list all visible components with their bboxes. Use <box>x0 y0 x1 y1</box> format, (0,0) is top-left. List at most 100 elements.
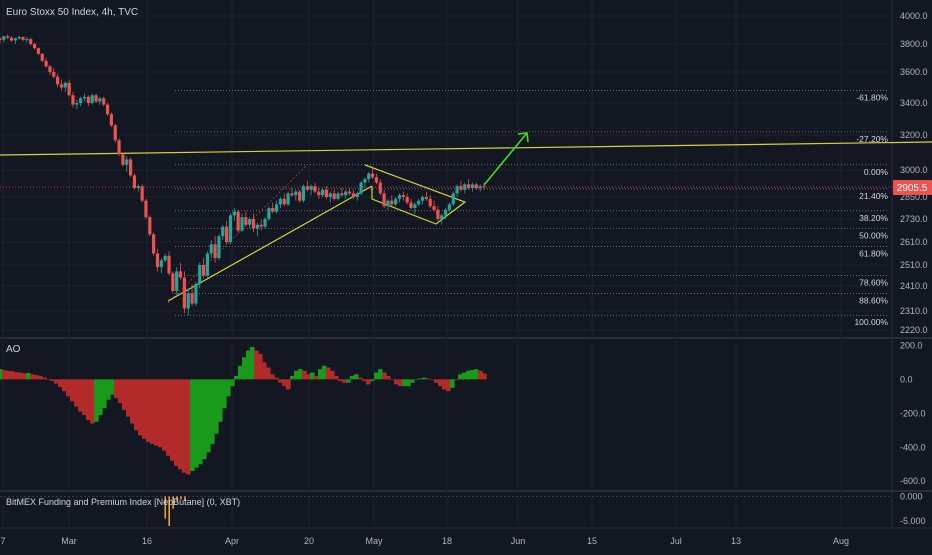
candle[interactable] <box>0 37 2 44</box>
candle[interactable] <box>409 198 413 210</box>
candle[interactable] <box>386 198 390 210</box>
candle[interactable] <box>401 191 405 201</box>
candle[interactable] <box>309 184 313 196</box>
candle[interactable] <box>232 208 236 221</box>
candle[interactable] <box>344 189 348 199</box>
candle[interactable] <box>98 96 102 105</box>
candle[interactable] <box>459 180 463 192</box>
candle[interactable] <box>125 156 129 172</box>
awesome-oscillator[interactable] <box>0 347 487 475</box>
candle[interactable] <box>294 189 298 201</box>
candle[interactable] <box>321 188 325 197</box>
candle[interactable] <box>194 281 198 306</box>
candle[interactable] <box>132 173 137 190</box>
candle[interactable] <box>44 58 48 68</box>
candle[interactable] <box>217 234 221 261</box>
candle[interactable] <box>367 171 371 183</box>
candle[interactable] <box>313 182 317 194</box>
candle[interactable] <box>282 193 286 207</box>
candle[interactable] <box>397 193 402 203</box>
candle[interactable] <box>455 184 459 197</box>
candle[interactable] <box>79 96 83 107</box>
candle[interactable] <box>48 65 52 76</box>
candle[interactable] <box>278 197 283 208</box>
candle[interactable] <box>332 189 336 201</box>
candle[interactable] <box>463 182 467 194</box>
candle[interactable] <box>144 198 148 219</box>
candle[interactable] <box>86 95 90 107</box>
candle[interactable] <box>159 258 163 274</box>
candle[interactable] <box>213 236 217 263</box>
candle[interactable] <box>75 99 79 110</box>
candle[interactable] <box>175 267 179 296</box>
candle[interactable] <box>478 184 482 192</box>
candle[interactable] <box>236 209 240 233</box>
candle[interactable] <box>374 173 379 185</box>
candle[interactable] <box>259 219 263 231</box>
candle[interactable] <box>82 93 87 102</box>
candle[interactable] <box>209 240 213 259</box>
candle[interactable] <box>467 179 471 190</box>
candle[interactable] <box>240 213 244 233</box>
candle[interactable] <box>424 191 428 201</box>
rising-support-line[interactable] <box>167 185 373 302</box>
red-dotted-trendline[interactable] <box>167 164 308 304</box>
candlesticks[interactable] <box>0 34 486 316</box>
candle[interactable] <box>263 217 267 229</box>
price-axis[interactable]: 4000.0 3800.0 3600.0 3400.0 3200.0 3000.0 2850… <box>900 11 928 526</box>
candle[interactable] <box>17 35 21 40</box>
bull-flag-channel[interactable] <box>364 164 467 225</box>
candle[interactable] <box>251 213 256 233</box>
candle[interactable] <box>390 195 394 207</box>
candle[interactable] <box>190 283 194 306</box>
ao-indicator-label[interactable]: AO <box>6 344 21 355</box>
candle[interactable] <box>290 188 294 197</box>
candle[interactable] <box>36 47 41 56</box>
candle[interactable] <box>2 35 6 42</box>
candle[interactable] <box>355 191 359 201</box>
candle[interactable] <box>336 191 340 201</box>
candle[interactable] <box>413 202 417 214</box>
candle[interactable] <box>105 103 110 116</box>
candle[interactable] <box>340 188 344 197</box>
symbol-title[interactable]: Euro Stoxx 50 Index, 4h, TVC <box>6 7 138 18</box>
candle[interactable] <box>171 271 175 294</box>
candle[interactable] <box>378 179 382 196</box>
candle[interactable] <box>436 206 440 221</box>
candle[interactable] <box>420 195 425 205</box>
time-axis[interactable]: 7 Mar 16 Apr 20 May 18 Jun 15 Jul 13 Aug <box>0 536 849 546</box>
candle[interactable] <box>198 262 202 289</box>
candle[interactable] <box>148 215 152 237</box>
candle[interactable] <box>140 184 144 203</box>
candle[interactable] <box>94 93 98 103</box>
candle[interactable] <box>25 37 29 43</box>
candle[interactable] <box>228 213 233 245</box>
candle[interactable] <box>221 224 225 241</box>
candle[interactable] <box>371 166 375 180</box>
candle[interactable] <box>394 197 398 207</box>
candle[interactable] <box>286 191 290 207</box>
candle[interactable] <box>417 198 421 207</box>
candle[interactable] <box>71 92 75 108</box>
candle[interactable] <box>440 213 444 225</box>
candle[interactable] <box>225 220 229 245</box>
candle[interactable] <box>136 184 140 192</box>
candle[interactable] <box>178 262 183 280</box>
candle[interactable] <box>121 152 125 167</box>
candle[interactable] <box>56 73 60 88</box>
candle[interactable] <box>305 180 309 192</box>
candle[interactable] <box>428 195 432 208</box>
candle[interactable] <box>21 36 25 42</box>
candle[interactable] <box>109 112 113 127</box>
candle[interactable] <box>186 288 190 316</box>
candle[interactable] <box>248 217 252 229</box>
candle[interactable] <box>271 202 275 214</box>
candle[interactable] <box>255 222 259 237</box>
candle[interactable] <box>274 200 279 214</box>
candle[interactable] <box>6 34 10 40</box>
candle[interactable] <box>29 37 33 46</box>
candle[interactable] <box>447 202 452 212</box>
candle[interactable] <box>328 191 332 203</box>
